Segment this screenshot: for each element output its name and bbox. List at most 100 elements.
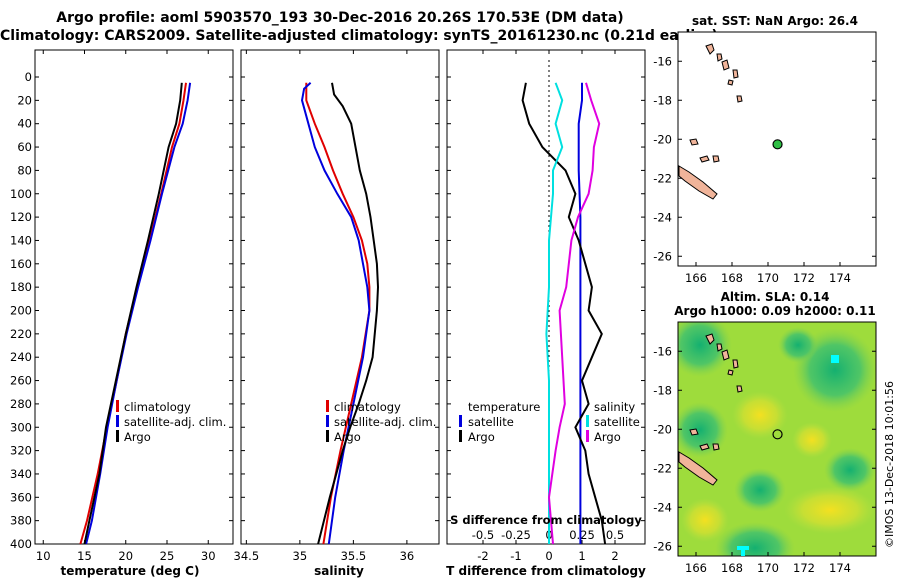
salinity-series [300, 82, 380, 545]
lat-tick-label: -24 [653, 210, 672, 224]
x-tick-label: 25 [160, 549, 175, 563]
island-shape [727, 369, 734, 376]
island-shape [721, 59, 730, 71]
sla-high-anomaly [681, 498, 729, 542]
sla-map: Altim. SLA: 0.14 Argo h1000: 0.09 h2000:… [653, 290, 877, 575]
lon-tick-label: 168 [721, 561, 743, 575]
legend-swatch-argo [326, 430, 329, 442]
y-tick-label: 220 [10, 327, 32, 341]
lat-tick-label: -26 [653, 539, 672, 553]
sst-map: sat. SST: NaN Argo: 26.4 166 168 170 172 174… [653, 14, 877, 285]
y-tick-label: 180 [10, 280, 32, 294]
y-tick-label: 80 [17, 163, 32, 177]
sla-high-anomaly [784, 486, 876, 534]
series-line-t-argo [521, 82, 607, 545]
sla-map-coastlines [678, 333, 743, 486]
y-tick-label: 60 [17, 140, 32, 154]
y-tick-label: 0 [25, 70, 32, 84]
y-tick-label: 160 [10, 257, 32, 271]
figure-title-line2: Climatology: CARS2009. Satellite-adjuste… [0, 28, 718, 44]
legend-t-satellite-label: satellite [468, 415, 514, 429]
legend-satellite-label: satellite-adj. clim. [334, 415, 436, 429]
island-shape [721, 349, 730, 361]
island-shape [689, 428, 699, 436]
x-tick-label: 20 [118, 549, 133, 563]
lon-tick-label: 170 [757, 561, 779, 575]
y-tick-label: 340 [10, 467, 32, 481]
island-shape [705, 333, 715, 345]
sla-lon-ticks: 166 168 170 172 174 [685, 552, 851, 575]
lat-tick-label: -18 [653, 383, 672, 397]
sla-lat-ticks: -16 -18 -20 -22 -24 -26 [653, 344, 876, 553]
temperature-series [79, 82, 192, 545]
lat-tick-label: -18 [653, 93, 672, 107]
legend-argo-label: Argo [124, 430, 151, 444]
island-shape [705, 43, 715, 55]
temperature-panel: 0 20 40 60 80 100 120 140 160 180 200 220 240 260 280 3… [10, 49, 234, 578]
series-line-s-argo [547, 82, 601, 545]
x-tick-label: 10 [36, 549, 51, 563]
lon-tick-label: 174 [829, 271, 851, 285]
salinity-x-ticks: 34.5 35 35.5 36 [234, 50, 414, 563]
legend-swatch-climatology [326, 400, 329, 412]
sst-map-coastlines [678, 43, 743, 200]
argo-float-marker [772, 429, 783, 440]
y-tick-label: 20 [17, 93, 32, 107]
s-tick-label: -0.25 [501, 528, 531, 542]
y-tick-label: 360 [10, 490, 32, 504]
legend-swatch-s-argo [586, 430, 589, 442]
legend-temperature-title: temperature [468, 400, 540, 414]
difference-panel: -2 -1 0 1 2-0.5 -0.25 0 0.25 0.5 T difference fr… [446, 49, 646, 578]
island-shape [736, 385, 743, 393]
legend-argo-label: Argo [334, 430, 361, 444]
y-tick-label: 100 [10, 187, 32, 201]
island-shape [716, 343, 723, 352]
lon-tick-label: 172 [793, 561, 815, 575]
island-shape [732, 69, 739, 79]
island-shape [732, 359, 739, 369]
s-difference-x-label: S difference from climatology [450, 513, 642, 527]
x-tick-label: 30 [201, 549, 216, 563]
salinity-legend: climatology satellite-adj. clim. Argo [326, 400, 436, 444]
sst-map-title: sat. SST: NaN Argo: 26.4 [692, 14, 858, 28]
x-tick-label: 0 [545, 549, 552, 563]
series-line-s-satellite [545, 82, 564, 544]
temperature-y-ticks: 0 20 40 60 80 100 120 140 160 180 200 220 240 260 280 3… [10, 70, 233, 551]
sst-lon-ticks: 166 168 170 172 174 [685, 262, 851, 285]
sla-max-marker [831, 355, 839, 363]
sla-map-title-line2: Argo h1000: 0.09 h2000: 0.11 [674, 304, 875, 318]
legend-climatology-label: climatology [124, 400, 191, 414]
lat-tick-label: -24 [653, 500, 672, 514]
sla-field [678, 322, 876, 556]
legend-t-argo-label: Argo [468, 430, 495, 444]
lon-tick-label: 174 [829, 561, 851, 575]
temperature-legend: climatology satellite-adj. clim. Argo [116, 400, 226, 444]
x-tick-label: 15 [77, 549, 92, 563]
lat-tick-label: -22 [653, 171, 672, 185]
island-shape [699, 155, 710, 163]
series-line-argo [83, 82, 183, 545]
x-tick-label: 34.5 [234, 549, 260, 563]
new-caledonia-shape [678, 165, 718, 200]
s-tick-label: 0.5 [606, 528, 624, 542]
sla-min-marker [737, 546, 749, 556]
legend-swatch-satellite [326, 415, 329, 427]
lat-tick-label: -20 [653, 132, 672, 146]
island-shape [727, 79, 734, 86]
sla-map-frame [677, 321, 877, 557]
x-tick-label: -1 [510, 549, 521, 563]
sla-low-anomaly [824, 448, 876, 492]
y-tick-label: 400 [10, 537, 32, 551]
series-line-argo [317, 82, 380, 545]
sla-low-anomaly [734, 468, 786, 512]
legend-s-argo-label: Argo [594, 430, 621, 444]
t-difference-x-label: T difference from climatology [446, 564, 646, 578]
s-tick-label: 0.25 [569, 528, 595, 542]
island-shape [712, 443, 720, 451]
temperature-x-label: temperature (deg C) [61, 564, 200, 578]
y-tick-label: 240 [10, 350, 32, 364]
argo-float-marker [772, 139, 783, 150]
y-tick-label: 300 [10, 420, 32, 434]
salinity-x-label: salinity [314, 564, 364, 578]
